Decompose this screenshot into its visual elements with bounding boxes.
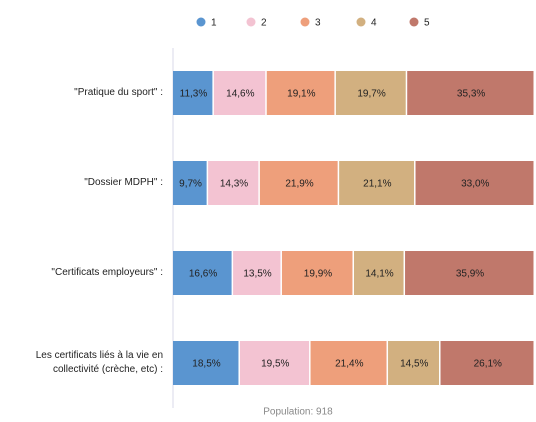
legend-label: 3	[315, 18, 321, 29]
bar-segment	[335, 71, 406, 115]
bar-segment	[266, 71, 335, 115]
legend-swatch	[246, 17, 256, 27]
data-label: 9,7%	[179, 179, 202, 190]
category-label: "Certificats employeurs" :	[51, 267, 163, 278]
data-label: 21,9%	[285, 179, 313, 190]
data-label: 19,9%	[304, 269, 332, 280]
data-label: 21,1%	[363, 179, 391, 190]
data-label: 35,9%	[456, 269, 484, 280]
legend-swatch	[409, 17, 419, 27]
data-label: 19,5%	[261, 359, 289, 370]
legend-label: 4	[371, 18, 377, 29]
legend-label: 5	[424, 18, 430, 29]
bar-segment	[259, 161, 338, 205]
data-label: 13,5%	[243, 269, 271, 280]
data-label: 19,1%	[287, 89, 315, 100]
bar-segment	[339, 161, 415, 205]
data-label: 14,6%	[226, 89, 254, 100]
bar-segment	[405, 251, 534, 295]
bar-segment	[173, 251, 232, 295]
bar-segment	[440, 341, 534, 385]
legend-label: 1	[211, 18, 217, 29]
bar-segment	[239, 341, 310, 385]
bar-segment	[208, 161, 259, 205]
legend-swatch	[356, 17, 366, 27]
bar-segment	[281, 251, 353, 295]
legend-swatch	[300, 17, 310, 27]
category-label: Les certificats liés à la vie en collect…	[35, 350, 163, 375]
data-label: 14,5%	[400, 359, 428, 370]
bar-segment	[233, 251, 281, 295]
legend-label: 2	[261, 18, 267, 29]
legend-swatch	[196, 17, 206, 27]
data-label: 19,7%	[357, 89, 385, 100]
bar-segment	[354, 251, 404, 295]
bar-segment	[388, 341, 440, 385]
category-label: "Pratique du sport" :	[74, 87, 163, 98]
bar-segment	[407, 71, 534, 115]
data-label: 33,0%	[461, 179, 489, 190]
data-label: 35,3%	[457, 89, 485, 100]
annotation: Population: 918	[263, 407, 333, 418]
data-label: 14,3%	[220, 179, 248, 190]
bar-segment	[173, 341, 239, 385]
bar-segment	[173, 161, 207, 205]
bar-segment	[173, 71, 213, 115]
bar-segment	[415, 161, 534, 205]
data-label: 21,4%	[335, 359, 363, 370]
data-label: 26,1%	[474, 359, 502, 370]
data-label: 16,6%	[189, 269, 217, 280]
data-label: 11,3%	[180, 89, 208, 100]
data-label: 14,1%	[365, 269, 393, 280]
bar-segment	[213, 71, 266, 115]
bar-segment	[310, 341, 387, 385]
data-label: 18,5%	[192, 359, 220, 370]
category-label: "Dossier MDPH" :	[84, 177, 163, 188]
